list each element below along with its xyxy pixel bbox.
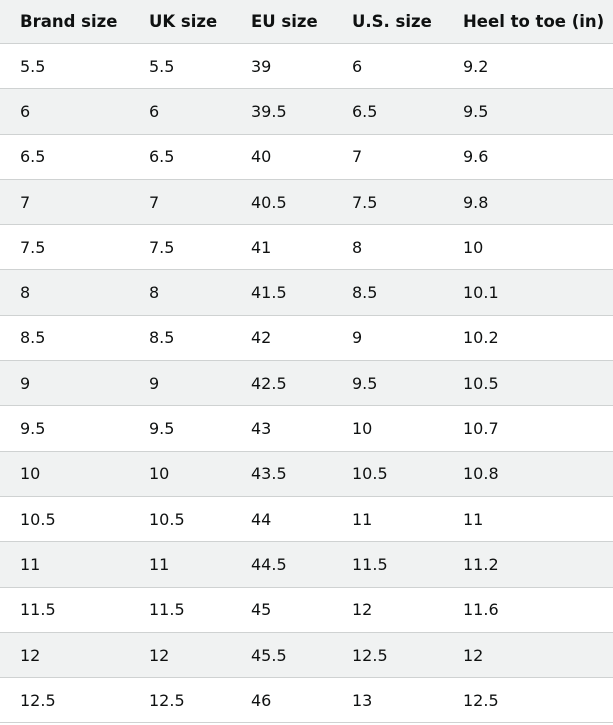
uk-size-cell: 7 [149, 179, 251, 226]
eu-size-cell: 40 [251, 134, 352, 180]
uk-size-cell: 6.5 [149, 134, 251, 180]
brand-size-cell: 5.5 [0, 43, 149, 90]
heel-to-toe-cell: 9.2 [463, 43, 613, 90]
eu-size-cell: 45.5 [251, 632, 352, 679]
header-us-size: U.S. size [352, 0, 463, 44]
brand-size-cell: 12.5 [0, 677, 149, 724]
heel-to-toe-cell: 12.5 [463, 677, 613, 724]
brand-size-cell: 10.5 [0, 496, 149, 543]
us-size-cell: 10.5 [352, 451, 463, 497]
brand-size-cell: 6 [0, 88, 149, 135]
uk-size-cell: 8 [149, 269, 251, 316]
eu-size-cell: 45 [251, 587, 352, 633]
uk-size-cell: 12 [149, 632, 251, 679]
us-size-cell: 8 [352, 224, 463, 271]
uk-size-cell: 8.5 [149, 315, 251, 362]
table-body: 5.5 5.5 39 6 9.2 6 6 39.5 6.5 9.5 6.5 6.5 40 7 9.6 7 7 40… [0, 43, 613, 724]
brand-size-cell: 8.5 [0, 315, 149, 362]
brand-size-cell: 11.5 [0, 587, 149, 633]
uk-size-cell: 6 [149, 88, 251, 135]
brand-size-cell: 10 [0, 451, 149, 497]
table-row: 10.5 10.5 44 11 11 [0, 496, 613, 543]
uk-size-cell: 11.5 [149, 587, 251, 633]
heel-to-toe-cell: 10.7 [463, 405, 613, 452]
us-size-cell: 9 [352, 315, 463, 362]
us-size-cell: 8.5 [352, 269, 463, 316]
uk-size-cell: 9.5 [149, 405, 251, 452]
uk-size-cell: 10.5 [149, 496, 251, 543]
us-size-cell: 12.5 [352, 632, 463, 679]
table-row: 8 8 41.5 8.5 10.1 [0, 269, 613, 316]
table-row: 9 9 42.5 9.5 10.5 [0, 360, 613, 407]
us-size-cell: 7.5 [352, 179, 463, 226]
eu-size-cell: 43.5 [251, 451, 352, 497]
uk-size-cell: 7.5 [149, 224, 251, 271]
uk-size-cell: 5.5 [149, 43, 251, 90]
uk-size-cell: 10 [149, 451, 251, 497]
eu-size-cell: 42.5 [251, 360, 352, 407]
brand-size-cell: 11 [0, 541, 149, 588]
table-row: 7 7 40.5 7.5 9.8 [0, 179, 613, 226]
table-row: 8.5 8.5 42 9 10.2 [0, 315, 613, 362]
table-row: 6 6 39.5 6.5 9.5 [0, 88, 613, 135]
table-row: 11.5 11.5 45 12 11.6 [0, 587, 613, 633]
brand-size-cell: 7 [0, 179, 149, 226]
heel-to-toe-cell: 11 [463, 496, 613, 543]
uk-size-cell: 11 [149, 541, 251, 588]
us-size-cell: 11 [352, 496, 463, 543]
eu-size-cell: 40.5 [251, 179, 352, 226]
heel-to-toe-cell: 9.8 [463, 179, 613, 226]
header-brand-size: Brand size [0, 0, 149, 44]
us-size-cell: 7 [352, 134, 463, 180]
table-row: 12.5 12.5 46 13 12.5 [0, 677, 613, 724]
uk-size-cell: 9 [149, 360, 251, 407]
eu-size-cell: 44.5 [251, 541, 352, 588]
eu-size-cell: 42 [251, 315, 352, 362]
table-row: 10 10 43.5 10.5 10.8 [0, 451, 613, 497]
eu-size-cell: 39 [251, 43, 352, 90]
table-row: 12 12 45.5 12.5 12 [0, 632, 613, 679]
eu-size-cell: 43 [251, 405, 352, 452]
heel-to-toe-cell: 10.1 [463, 269, 613, 316]
eu-size-cell: 46 [251, 677, 352, 724]
brand-size-cell: 12 [0, 632, 149, 679]
us-size-cell: 12 [352, 587, 463, 633]
table-row: 7.5 7.5 41 8 10 [0, 224, 613, 271]
brand-size-cell: 9.5 [0, 405, 149, 452]
brand-size-cell: 7.5 [0, 224, 149, 271]
heel-to-toe-cell: 11.6 [463, 587, 613, 633]
us-size-cell: 13 [352, 677, 463, 724]
header-heel-to-toe: Heel to toe (in) [463, 0, 613, 44]
uk-size-cell: 12.5 [149, 677, 251, 724]
heel-to-toe-cell: 9.5 [463, 88, 613, 135]
table-row: 9.5 9.5 43 10 10.7 [0, 405, 613, 452]
header-eu-size: EU size [251, 0, 352, 44]
eu-size-cell: 41.5 [251, 269, 352, 316]
eu-size-cell: 39.5 [251, 88, 352, 135]
brand-size-cell: 6.5 [0, 134, 149, 180]
us-size-cell: 10 [352, 405, 463, 452]
brand-size-cell: 9 [0, 360, 149, 407]
header-uk-size: UK size [149, 0, 251, 44]
heel-to-toe-cell: 11.2 [463, 541, 613, 588]
us-size-cell: 11.5 [352, 541, 463, 588]
eu-size-cell: 44 [251, 496, 352, 543]
table-row: 11 11 44.5 11.5 11.2 [0, 541, 613, 588]
heel-to-toe-cell: 9.6 [463, 134, 613, 180]
heel-to-toe-cell: 10.5 [463, 360, 613, 407]
table-row: 6.5 6.5 40 7 9.6 [0, 134, 613, 180]
heel-to-toe-cell: 12 [463, 632, 613, 679]
us-size-cell: 9.5 [352, 360, 463, 407]
heel-to-toe-cell: 10.2 [463, 315, 613, 362]
brand-size-cell: 8 [0, 269, 149, 316]
us-size-cell: 6.5 [352, 88, 463, 135]
heel-to-toe-cell: 10.8 [463, 451, 613, 497]
header-row: Brand size UK size EU size U.S. size Hee… [0, 0, 613, 44]
us-size-cell: 6 [352, 43, 463, 90]
eu-size-cell: 41 [251, 224, 352, 271]
table-row: 5.5 5.5 39 6 9.2 [0, 43, 613, 90]
heel-to-toe-cell: 10 [463, 224, 613, 271]
